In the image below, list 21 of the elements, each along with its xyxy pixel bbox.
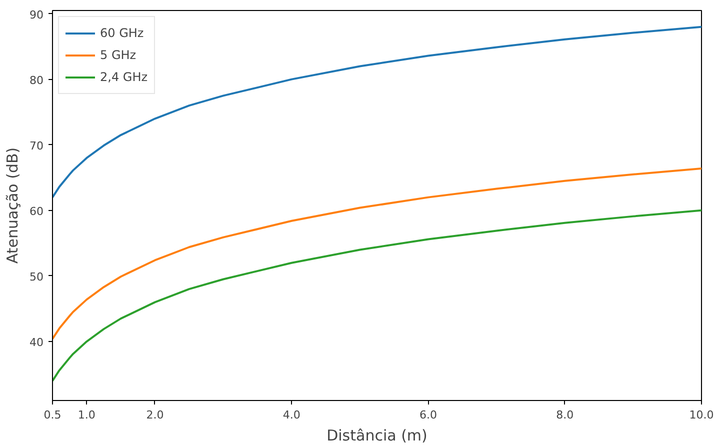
legend-label: 5 GHz: [100, 48, 136, 62]
x-tick-label: 4.0: [282, 408, 300, 422]
line-series: [52, 209, 702, 382]
line-series: [52, 26, 702, 198]
x-tick-label: 0.5: [44, 408, 62, 422]
y-tick-label: 60: [30, 204, 44, 218]
x-tick-label: 8.0: [556, 408, 574, 422]
x-tick-label: 6.0: [419, 408, 437, 422]
y-tick-label: 40: [30, 336, 44, 350]
y-tick-label: 80: [30, 74, 44, 87]
y-tick-label: 90: [30, 8, 44, 22]
y-tick-label: 50: [30, 270, 44, 284]
x-tick-label: 1.0: [78, 408, 96, 422]
y-tick-label: 70: [30, 139, 44, 152]
legend-label: 2,4 GHz: [100, 70, 148, 84]
x-axis-title: Distância (m): [326, 426, 428, 444]
line-series: [52, 167, 702, 340]
legend-label: 60 GHz: [100, 26, 144, 40]
x-tick-label: 2.0: [146, 408, 164, 422]
x-tick-label: 10.0: [689, 408, 714, 422]
y-axis-title: Atenuação (dB): [4, 147, 22, 264]
